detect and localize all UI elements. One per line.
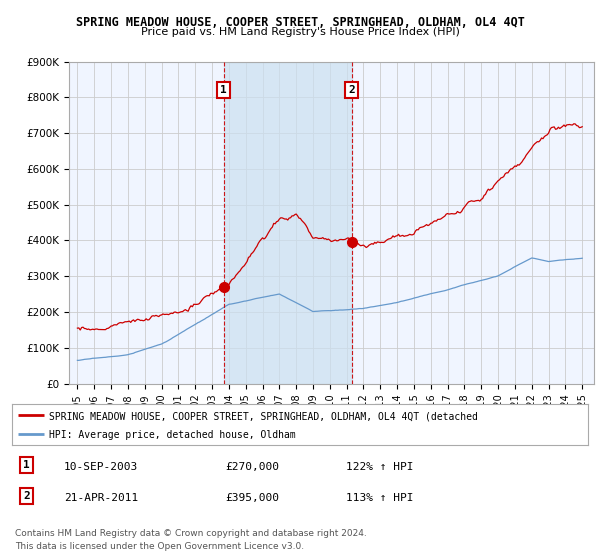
- Text: 21-APR-2011: 21-APR-2011: [64, 493, 138, 503]
- Text: SPRING MEADOW HOUSE, COOPER STREET, SPRINGHEAD, OLDHAM, OL4 4QT: SPRING MEADOW HOUSE, COOPER STREET, SPRI…: [76, 16, 524, 29]
- Text: 1: 1: [23, 460, 30, 470]
- Text: HPI: Average price, detached house, Oldham: HPI: Average price, detached house, Oldh…: [49, 430, 296, 440]
- Text: £395,000: £395,000: [225, 493, 279, 503]
- Text: 10-SEP-2003: 10-SEP-2003: [64, 462, 138, 472]
- Text: 2: 2: [349, 85, 355, 95]
- Text: Contains HM Land Registry data © Crown copyright and database right 2024.: Contains HM Land Registry data © Crown c…: [15, 529, 367, 538]
- Text: This data is licensed under the Open Government Licence v3.0.: This data is licensed under the Open Gov…: [15, 542, 304, 550]
- Text: 2: 2: [23, 491, 30, 501]
- Text: SPRING MEADOW HOUSE, COOPER STREET, SPRINGHEAD, OLDHAM, OL4 4QT (detached: SPRING MEADOW HOUSE, COOPER STREET, SPRI…: [49, 412, 478, 422]
- Text: 122% ↑ HPI: 122% ↑ HPI: [346, 462, 413, 472]
- Text: 1: 1: [220, 85, 227, 95]
- Text: Price paid vs. HM Land Registry's House Price Index (HPI): Price paid vs. HM Land Registry's House …: [140, 27, 460, 37]
- Text: 113% ↑ HPI: 113% ↑ HPI: [346, 493, 413, 503]
- Text: £270,000: £270,000: [225, 462, 279, 472]
